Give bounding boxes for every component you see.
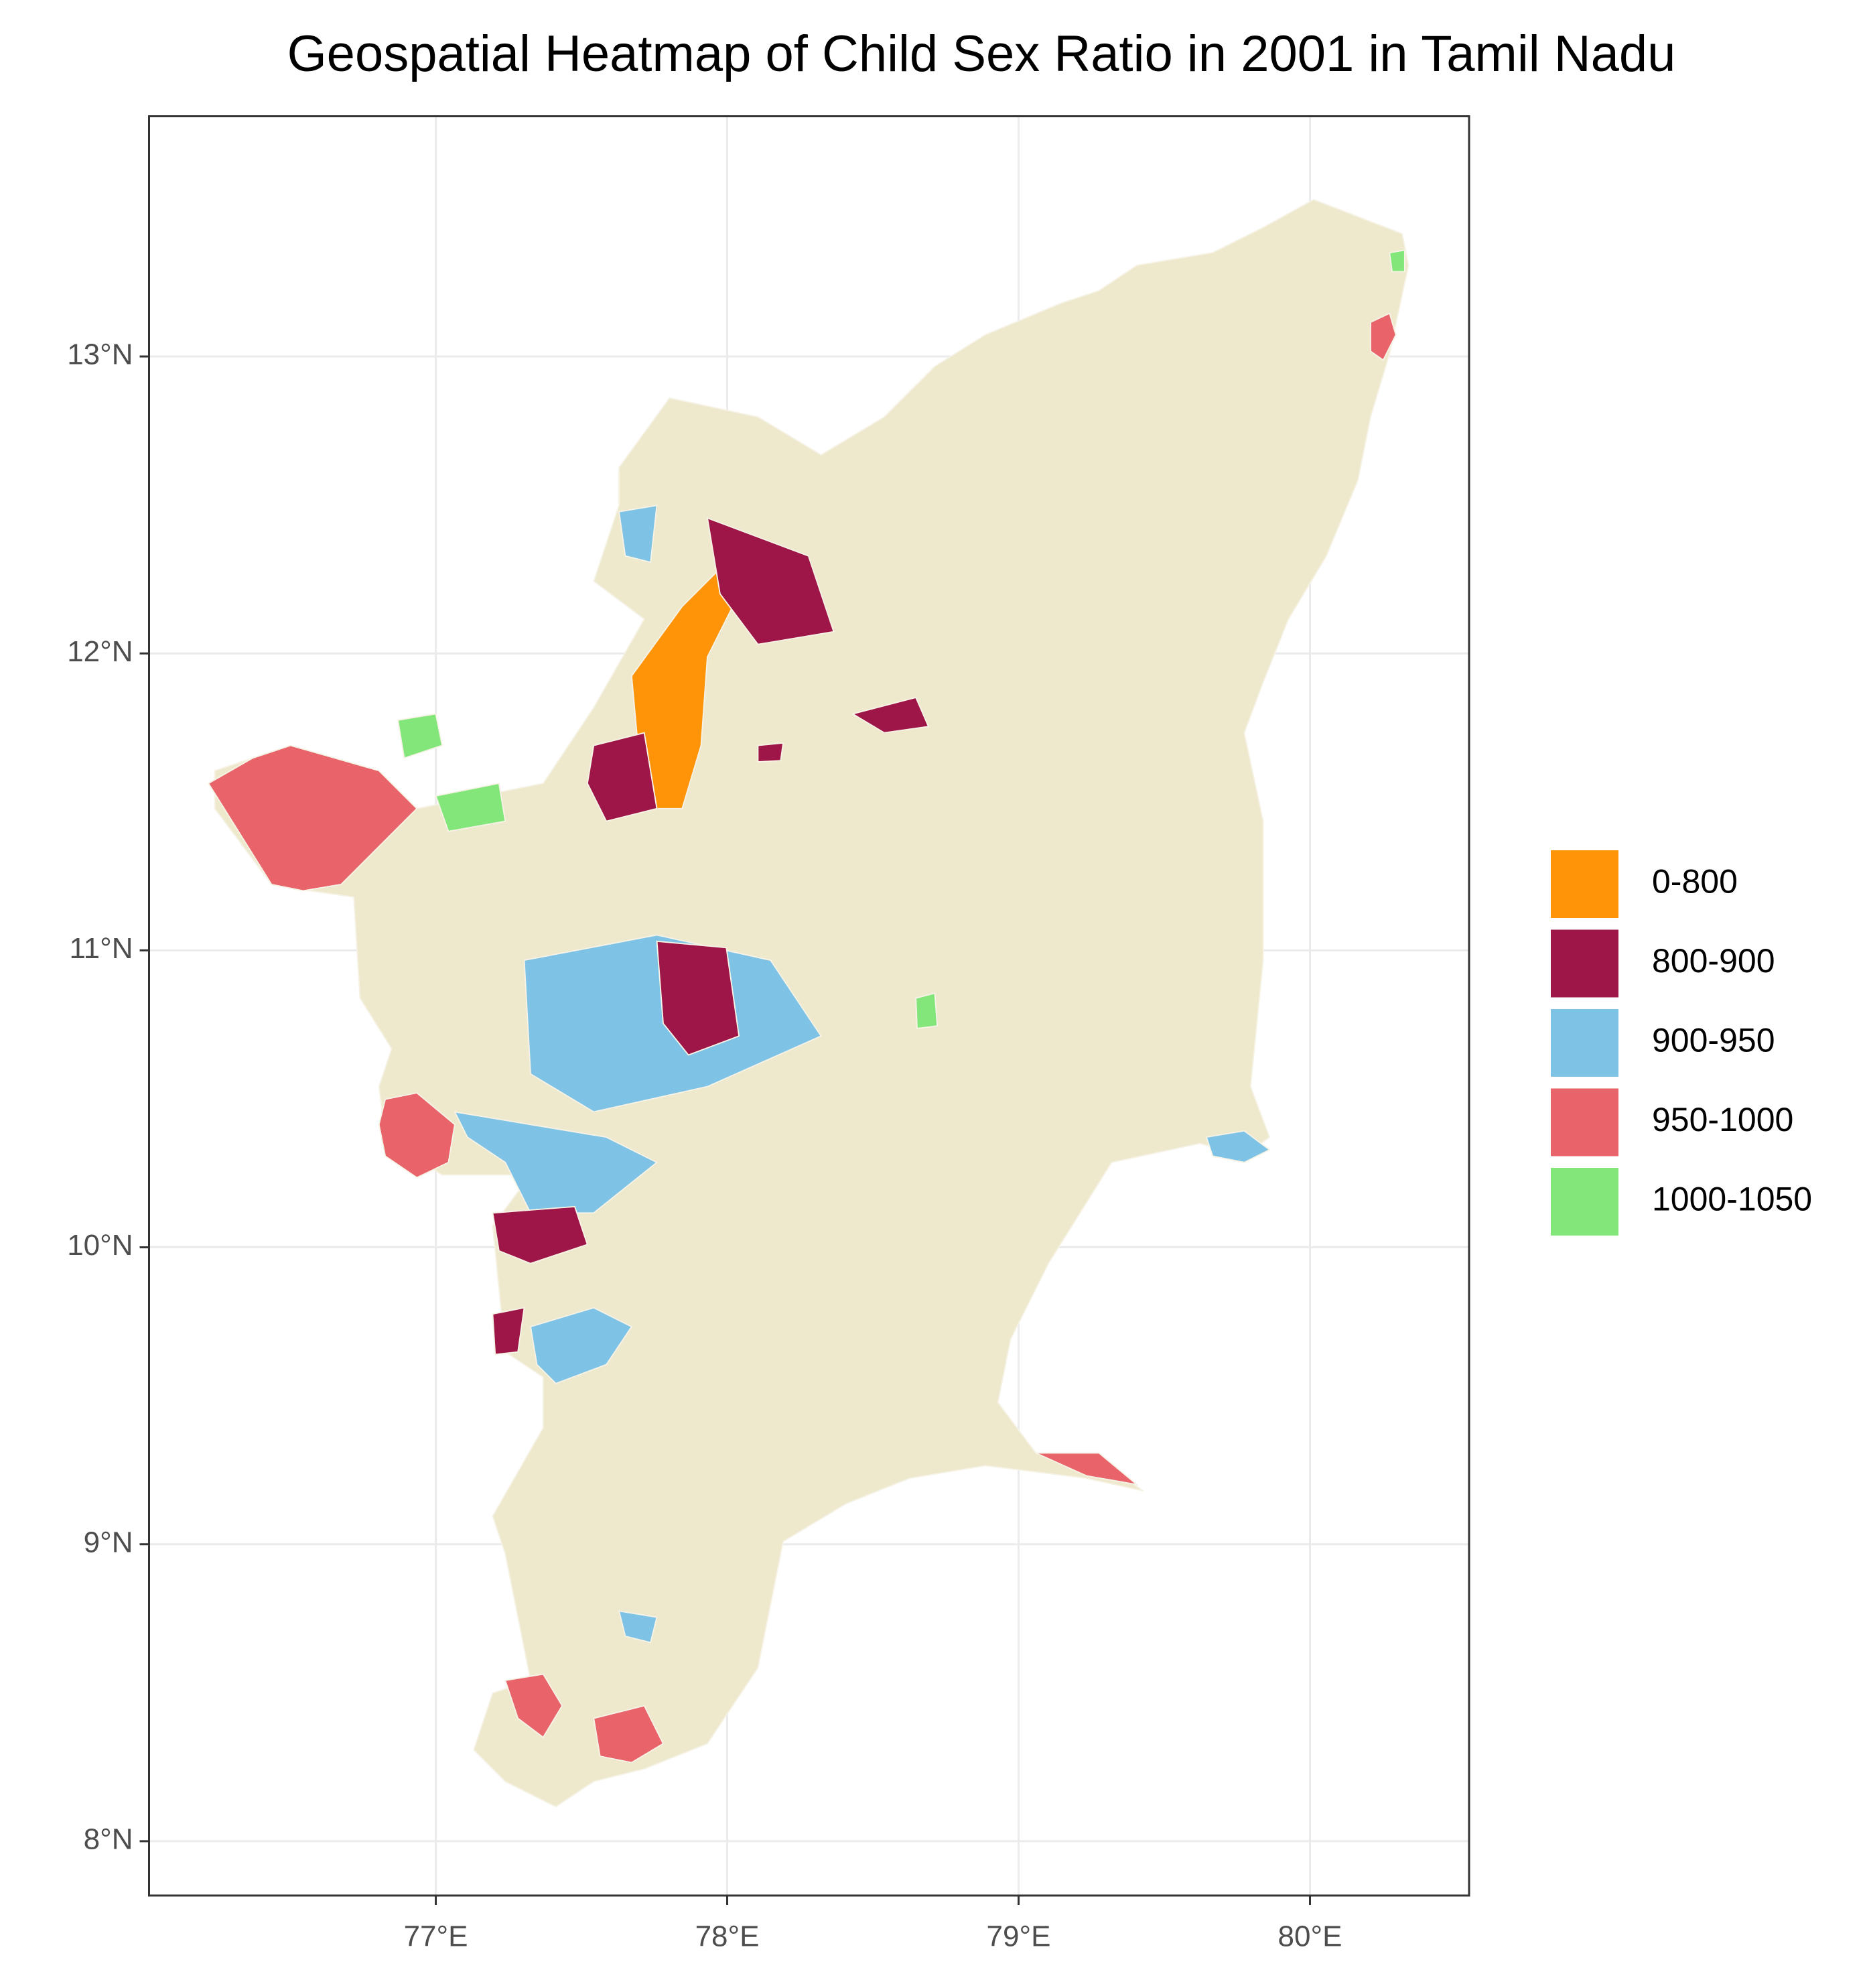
region-shape — [492, 1205, 589, 1264]
region-shape — [504, 1673, 563, 1739]
region-shape — [618, 505, 658, 564]
chart-title: Geospatial Heatmap of Child Sex Ratio in… — [287, 25, 1676, 82]
y-tick-label: 9°N — [84, 1526, 133, 1559]
x-tick-label: 77°E — [404, 1920, 468, 1953]
region-shape — [1389, 249, 1405, 273]
legend-label: 1000-1050 — [1652, 1181, 1812, 1218]
region-shape — [1370, 312, 1397, 361]
legend-key — [1551, 1088, 1618, 1156]
region-shape — [851, 696, 930, 734]
region-shape — [529, 1307, 633, 1384]
y-tick-label: 8°N — [84, 1823, 133, 1856]
legend: 0-800 800-900 900-950 950-1000 1000-1050 — [1551, 850, 1812, 1236]
legend-key — [1551, 1009, 1618, 1077]
region-shape — [586, 732, 658, 822]
region-shape — [435, 783, 506, 832]
y-tick-label: 10°N — [67, 1229, 133, 1262]
region-shape — [378, 1092, 456, 1179]
region-shape — [207, 744, 418, 892]
region-shape — [915, 992, 939, 1030]
region-shape — [593, 1705, 665, 1764]
panel-border — [148, 115, 1470, 1897]
region-shape — [492, 1307, 525, 1355]
region-shape — [397, 713, 443, 759]
x-tick-label: 78°E — [695, 1920, 760, 1953]
map — [207, 198, 1409, 1808]
x-tick-label: 80°E — [1278, 1920, 1342, 1953]
legend-key — [1551, 850, 1618, 918]
legend-key — [1551, 929, 1618, 998]
y-tick-label: 12°N — [67, 635, 133, 668]
legend-label: 900-950 — [1652, 1022, 1775, 1059]
legend-label: 950-1000 — [1652, 1101, 1793, 1138]
x-tick-label: 79°E — [987, 1920, 1051, 1953]
region-shape — [757, 742, 784, 763]
region-shape — [1205, 1130, 1271, 1163]
y-tick-label: 11°N — [69, 932, 133, 965]
y-tick-label: 13°N — [67, 338, 133, 371]
region-shape — [706, 517, 835, 645]
region-shape — [656, 940, 740, 1056]
region-shape — [214, 198, 1409, 1808]
legend-label: 0-800 — [1652, 863, 1738, 901]
region-shape — [454, 1111, 659, 1214]
axes: 77°E 78°E 79°E 80°E 8°N 9°N 10°N 11°N 12°N 13°N — [67, 338, 1342, 1953]
legend-key — [1551, 1168, 1618, 1236]
region-shape — [1035, 1452, 1139, 1486]
region-shape — [618, 1610, 658, 1644]
legend-label: 800-900 — [1652, 942, 1775, 980]
